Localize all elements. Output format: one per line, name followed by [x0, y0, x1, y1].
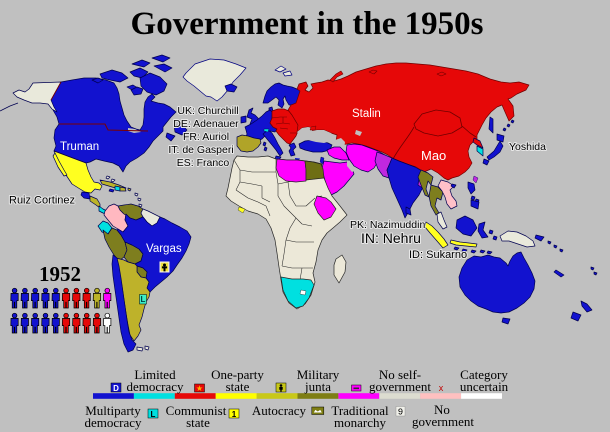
svg-text:No self-: No self- — [379, 367, 421, 382]
svg-text:D: D — [113, 384, 119, 393]
svg-text:1952: 1952 — [39, 262, 81, 286]
svg-text:Military: Military — [297, 367, 340, 382]
svg-text:ID: Sukarno: ID: Sukarno — [409, 249, 467, 261]
svg-text:uncertain: uncertain — [460, 379, 509, 394]
svg-text:No: No — [434, 402, 450, 417]
svg-text:junta: junta — [304, 379, 331, 394]
svg-text:Category: Category — [460, 367, 508, 382]
svg-text:UK: Churchill: UK: Churchill — [177, 105, 238, 117]
svg-text:FR: Auriol: FR: Auriol — [183, 131, 229, 143]
svg-text:democracy: democracy — [126, 379, 184, 394]
svg-text:9: 9 — [398, 408, 403, 418]
svg-text:PK: Nazimuddin: PK: Nazimuddin — [350, 219, 425, 231]
svg-text:government: government — [412, 414, 474, 429]
svg-text:Truman: Truman — [60, 141, 99, 153]
svg-text:government: government — [369, 379, 431, 394]
svg-text:DE: Adenauer: DE: Adenauer — [173, 118, 239, 130]
svg-text:L: L — [151, 410, 156, 419]
svg-text:Limited: Limited — [134, 367, 176, 382]
svg-text:Communist: Communist — [166, 403, 227, 418]
svg-text:IT: de Gasperi: IT: de Gasperi — [168, 144, 233, 156]
svg-text:state: state — [186, 415, 210, 430]
svg-text:Traditional: Traditional — [331, 403, 389, 418]
svg-text:One-party: One-party — [211, 367, 264, 382]
svg-text:Yoshida: Yoshida — [509, 141, 546, 153]
svg-text:Ruiz Cortinez: Ruiz Cortinez — [9, 195, 75, 207]
svg-text:Government in the 1950s: Government in the 1950s — [131, 6, 484, 42]
svg-text:★: ★ — [196, 384, 203, 393]
svg-text:state: state — [226, 379, 250, 394]
svg-text:L: L — [141, 295, 146, 304]
svg-text:Stalin: Stalin — [352, 108, 381, 120]
svg-text:IN: Nehru: IN: Nehru — [361, 230, 421, 246]
svg-text:democracy: democracy — [84, 415, 142, 430]
svg-text:Multiparty: Multiparty — [85, 403, 141, 418]
svg-text:monarchy: monarchy — [334, 415, 386, 430]
svg-text:1: 1 — [232, 410, 237, 419]
svg-text:Mao: Mao — [421, 148, 446, 163]
svg-text:ES: Franco: ES: Franco — [177, 157, 230, 169]
svg-text:Vargas: Vargas — [146, 243, 182, 255]
svg-text:Autocracy: Autocracy — [252, 403, 307, 418]
svg-text:x: x — [439, 383, 444, 393]
